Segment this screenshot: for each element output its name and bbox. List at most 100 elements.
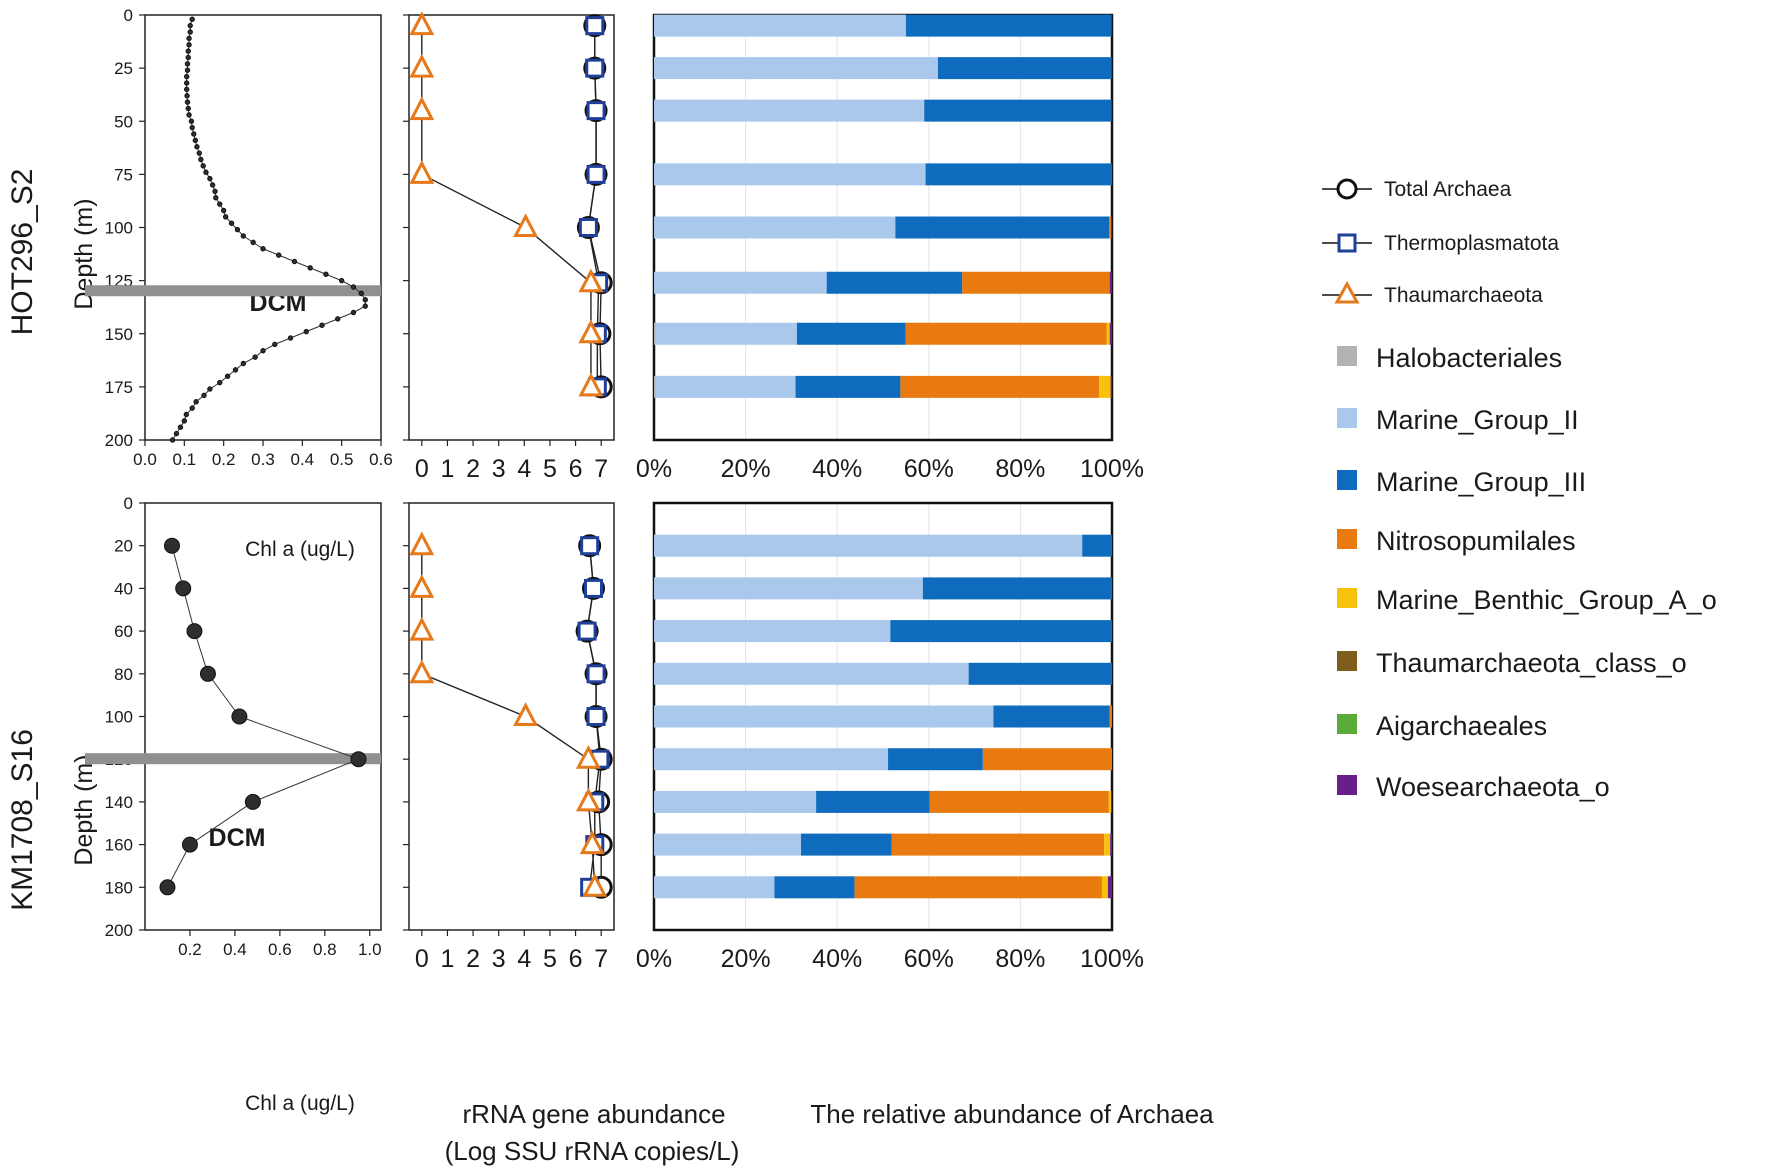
abund_bottom-xtick-label: 7 [594,945,608,973]
rel_top-bar-marine-group-ii [654,57,938,80]
rel_bottom-bar-marine-group-iii [890,620,1112,643]
chl_top-point [303,328,309,335]
chl_bottom-panel: 0204060801001201401601802000.20.40.60.81… [85,494,382,959]
chl_top-point [184,67,191,73]
chl_top-point [203,169,209,175]
chl_top-point [362,297,368,303]
chl_top-ytick-label: 75 [114,165,133,184]
chl_bottom-xtick-label: 1.0 [358,940,382,959]
chl_top-point [198,156,204,163]
chl_top-point [260,348,266,354]
abundance-axis-label-line2: (Log SSU rRNA copies/L) [445,1136,740,1166]
rel_bottom-bar-marine-group-ii [654,833,802,856]
chl_top-point [232,367,239,373]
chl_bottom-dcm-band [85,753,381,765]
rel_bottom-bar-marine-group-ii [654,790,817,813]
legend-lines: Total Archaea Thermoplasmatota Thaumarch… [1322,178,1559,307]
chl_top-dcm-band [85,285,381,297]
abund_top-xtick-label: 6 [569,455,583,483]
chl_top-point [224,373,231,379]
row-label-top: HOT296_S2 [6,169,39,336]
rel_bottom-bar-woesearchaeota-o [1111,790,1112,813]
chl_top-point [207,386,213,392]
rel_bottom-bar-marine-group-iii [774,876,855,899]
chl_top-point [187,29,193,35]
legend-swatch-nitrosopumilales [1337,529,1357,549]
abund_top-xtick-label: 0 [415,455,429,483]
chl_top-point [183,86,190,93]
legend-label-thaumarchaeota: Thaumarchaeota [1384,284,1543,307]
rel_bottom-xtick-label: 80% [995,945,1045,973]
chl_bottom-point [350,751,367,768]
chl_top-point [207,175,213,182]
chl_top-ytick-label: 100 [105,219,133,238]
chl_bottom-point [159,879,176,896]
rel_bottom-xtick-label: 40% [812,945,862,973]
rel_bottom-bar-marine-group-ii [654,577,923,600]
chl_top-point [240,360,247,367]
abund_bottom-frame [408,502,615,931]
chl_top-point [276,252,282,258]
abund_bottom-xtick-label: 0 [415,945,429,973]
chl_top-frame [144,14,382,441]
abund_top-thermoplasmatota-marker [578,218,598,237]
abund_bottom-xtick-label: 4 [517,945,531,973]
chl_top-point [362,303,368,309]
abund_top-thaumarchaeota-marker [513,213,539,237]
rel_top-bar-woesearchaeota-o [1109,322,1112,345]
legend-swatch-marine-benthic-group-a [1337,588,1357,608]
abund_bottom-thaumarchaeota-marker [409,574,435,598]
chl_bottom-point [181,836,198,853]
chl_bottom-ytick-label: 40 [114,579,133,598]
abund_bottom-thaumarchaeota-marker [409,531,435,556]
triangle-icon [1334,280,1360,304]
rel_top-bar-marine-group-ii [655,375,796,398]
rel_top-bar-marine-group-iii [937,57,1112,80]
legend-label-thaumarchaeota-class: Thaumarchaeota_class_o [1376,648,1687,678]
abund_top-thaumarchaeota-line [421,25,592,387]
rel_bottom-xtick-label: 0% [636,945,672,973]
chl_bottom-ytick-label: 200 [105,921,133,940]
legend-taxa: Halobacteriales Marine_Group_II Marine_G… [1337,343,1717,802]
chl_top-point [187,22,193,29]
chl_bottom-xtick-label: 0.2 [178,940,202,959]
chl_bottom-point [163,537,180,554]
chl_top-point [193,399,199,405]
abund_top-xtick-label: 7 [594,455,608,483]
abund_top-thaumarchaeota-marker [578,319,604,344]
chl_top-ytick-label: 175 [105,378,133,397]
abund_bottom-thermoplasmatota-marker [577,621,597,641]
chl_top-point [186,35,192,42]
chl_top-point [192,137,199,144]
rel_bottom-bar-marine-group-ii [654,534,1083,557]
chl_top-point [169,437,176,443]
legend-label-marine-group-iii: Marine_Group_III [1376,467,1586,497]
legend-item-thermoplasmatota: Thermoplasmatota [1322,232,1559,255]
rel_bottom-bar-marine-group-ii [654,876,775,899]
abund_bottom-thermoplasmatota-marker [586,664,606,684]
chl_top-point [272,341,278,348]
chl_bottom-ytick-label: 180 [105,878,133,897]
chl_top-xtick-label: 0.6 [369,450,393,469]
chl_top-point [287,335,294,341]
rel_bottom-bar-marine-benthic-group-a-o [1104,833,1111,856]
chl_bottom-ytick-label: 160 [105,836,133,855]
chl_top-point [260,246,266,252]
rel_bottom-bar-marine-group-iii [816,790,930,813]
chl_top-point [185,48,191,54]
abund_top-thermoplasmatota-marker [585,16,605,36]
rel_top-bar-nitrosopumilales [962,271,1110,294]
chl_top-point [185,54,191,61]
rel_top-bar-woesearchaeota-o [1109,271,1112,294]
rel_bottom-bar-marine-group-ii [654,662,969,685]
chl_bottom-point [244,793,261,810]
rel_top-xtick-label: 40% [812,455,862,483]
chl_top-point [228,220,235,226]
rel_top-bar-halobacteriales [654,322,656,345]
chl_top-ytick-label: 25 [114,59,133,78]
chl_top-point [191,131,197,137]
chl_bottom-ytick-label: 0 [124,494,133,513]
dcm-label-bottom: DCM [209,824,266,852]
rel_top-bar-woesearchaeota-o [1111,99,1112,122]
